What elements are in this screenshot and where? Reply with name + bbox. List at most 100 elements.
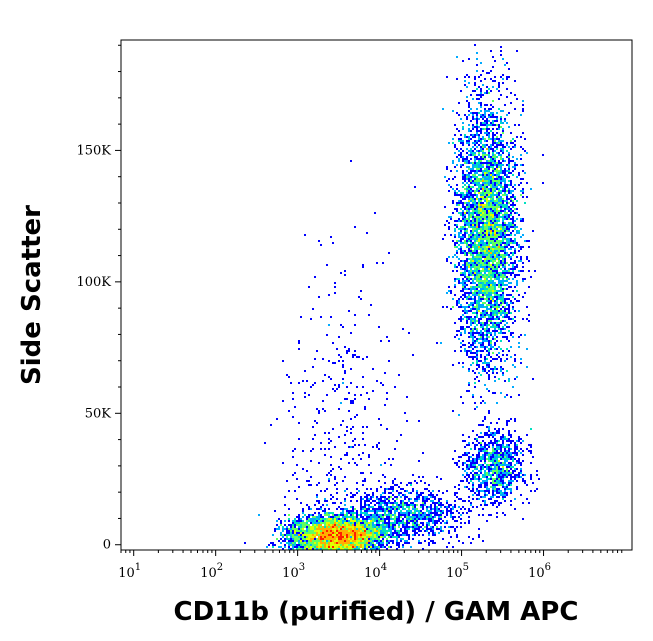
- data-point: [300, 526, 302, 528]
- data-point: [476, 120, 478, 122]
- data-point: [454, 462, 456, 464]
- data-point: [452, 240, 454, 242]
- data-point: [492, 134, 494, 136]
- data-point: [506, 234, 508, 236]
- data-point: [310, 520, 312, 522]
- data-point: [490, 218, 492, 220]
- data-point: [420, 504, 422, 506]
- data-point: [452, 506, 454, 508]
- data-point: [476, 478, 478, 480]
- data-point: [402, 544, 404, 546]
- data-point: [396, 532, 398, 534]
- data-point: [490, 222, 492, 224]
- data-point: [504, 474, 506, 476]
- data-point: [498, 226, 500, 228]
- data-point: [492, 180, 494, 182]
- data-point: [482, 284, 484, 286]
- data-point: [484, 168, 486, 170]
- data-point: [496, 484, 498, 486]
- data-point: [296, 536, 298, 538]
- data-point: [476, 284, 478, 286]
- data-point: [498, 312, 500, 314]
- data-point: [258, 514, 260, 516]
- data-point: [498, 264, 500, 266]
- data-point: [500, 322, 502, 324]
- data-point: [494, 330, 496, 332]
- data-point: [444, 522, 446, 524]
- data-point: [480, 158, 482, 160]
- data-point: [370, 522, 372, 524]
- data-point: [486, 488, 488, 490]
- data-point: [486, 268, 488, 270]
- data-point: [456, 250, 458, 252]
- data-point: [504, 248, 506, 250]
- data-point: [508, 158, 510, 160]
- data-point: [464, 348, 466, 350]
- data-point: [396, 516, 398, 518]
- data-point: [474, 182, 476, 184]
- data-point: [512, 226, 514, 228]
- data-point: [462, 202, 464, 204]
- data-point: [390, 516, 392, 518]
- data-point: [484, 302, 486, 304]
- data-point: [356, 356, 358, 358]
- data-point: [338, 522, 340, 524]
- data-point: [402, 546, 404, 548]
- data-point: [492, 164, 494, 166]
- data-point: [492, 338, 494, 340]
- data-point: [480, 284, 482, 286]
- data-point: [514, 228, 516, 230]
- data-point: [342, 512, 344, 514]
- data-point: [464, 226, 466, 228]
- data-point: [468, 106, 470, 108]
- data-point: [314, 548, 316, 550]
- data-point: [506, 322, 508, 324]
- data-point: [476, 438, 478, 440]
- data-point: [354, 548, 356, 550]
- data-point: [464, 292, 466, 294]
- data-point: [358, 296, 360, 298]
- data-point: [374, 500, 376, 502]
- data-point: [492, 236, 494, 238]
- data-point: [468, 192, 470, 194]
- data-point: [500, 206, 502, 208]
- data-point: [476, 188, 478, 190]
- data-point: [486, 336, 488, 338]
- data-point: [488, 204, 490, 206]
- data-point: [454, 152, 456, 154]
- data-point: [468, 250, 470, 252]
- data-point: [370, 304, 372, 306]
- data-point: [496, 162, 498, 164]
- data-point: [514, 226, 516, 228]
- data-point: [496, 490, 498, 492]
- data-point: [470, 336, 472, 338]
- data-point: [378, 516, 380, 518]
- data-point: [458, 488, 460, 490]
- data-point: [312, 438, 314, 440]
- data-point: [498, 214, 500, 216]
- data-point: [418, 498, 420, 500]
- data-point: [486, 224, 488, 226]
- data-point: [526, 240, 528, 242]
- data-point: [436, 510, 438, 512]
- data-point: [440, 504, 442, 506]
- data-point: [320, 522, 322, 524]
- data-point: [430, 510, 432, 512]
- data-point: [510, 180, 512, 182]
- data-point: [472, 292, 474, 294]
- data-point: [314, 540, 316, 542]
- data-point: [484, 154, 486, 156]
- data-point: [494, 368, 496, 370]
- data-point: [404, 496, 406, 498]
- data-point: [478, 226, 480, 228]
- data-point: [478, 296, 480, 298]
- data-point: [280, 538, 282, 540]
- data-point: [518, 300, 520, 302]
- data-point: [496, 492, 498, 494]
- data-point: [480, 206, 482, 208]
- data-point: [352, 494, 354, 496]
- data-point: [466, 296, 468, 298]
- data-point: [486, 182, 488, 184]
- data-point: [306, 526, 308, 528]
- data-point: [476, 128, 478, 130]
